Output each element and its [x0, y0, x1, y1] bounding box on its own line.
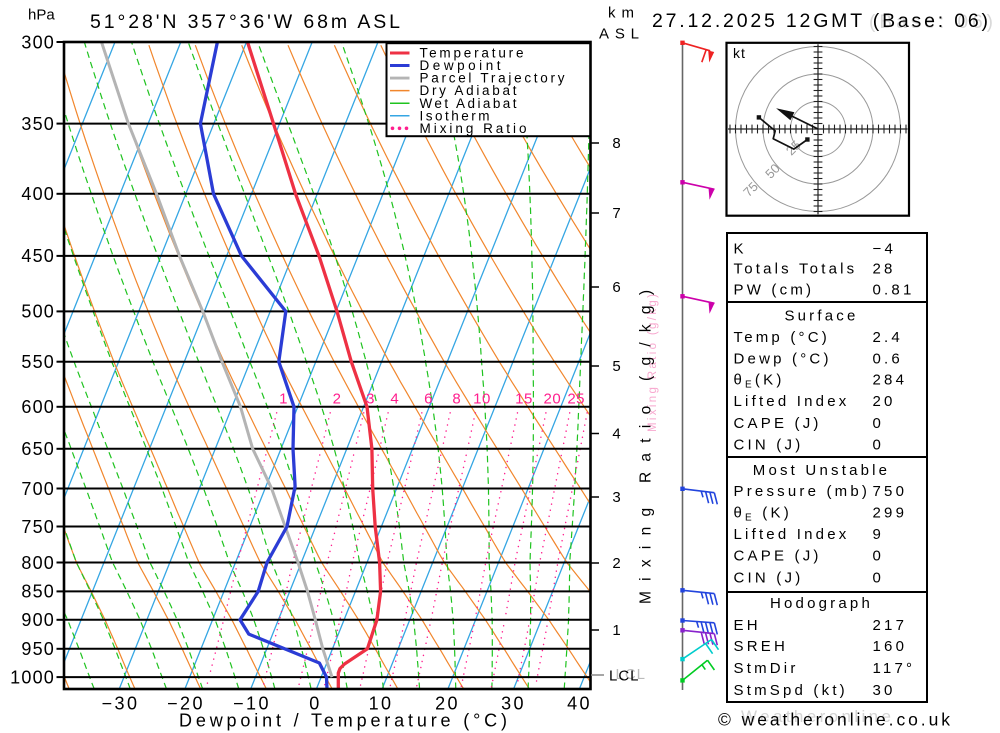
svg-text:450: 450: [21, 246, 55, 266]
svg-text:900: 900: [21, 610, 55, 630]
svg-text:Totals Totals: Totals Totals: [734, 261, 858, 278]
svg-text:StmDir: StmDir: [734, 660, 799, 677]
svg-text:5: 5: [612, 358, 620, 375]
svg-text:25: 25: [567, 390, 585, 407]
svg-text:350: 350: [21, 114, 55, 134]
svg-text:0.81: 0.81: [873, 282, 915, 299]
svg-text:CIN (J): CIN (J): [734, 437, 804, 454]
svg-text:Weatheronline: Weatheronline: [741, 707, 891, 726]
svg-text:Mixing Ratio (g/kg): Mixing Ratio (g/kg): [647, 294, 659, 432]
svg-text:Pressure (mb): Pressure (mb): [734, 483, 871, 500]
svg-text:Surface: Surface: [784, 308, 858, 325]
svg-text:40: 40: [567, 694, 592, 714]
svg-text:3: 3: [612, 489, 620, 506]
svg-text:10: 10: [473, 390, 491, 407]
svg-text:299: 299: [873, 504, 908, 521]
svg-text:−30: −30: [102, 694, 140, 714]
svg-text:51°28'N 357°36'W 68m ASL: 51°28'N 357°36'W 68m ASL: [90, 11, 400, 33]
svg-text:500: 500: [21, 302, 55, 322]
svg-text:650: 650: [21, 439, 55, 459]
svg-text:4: 4: [390, 390, 399, 407]
svg-text:Lifted Index: Lifted Index: [734, 393, 850, 410]
svg-text:Wet Adiabat: Wet Adiabat: [420, 96, 517, 111]
svg-text:284: 284: [873, 372, 908, 389]
svg-text:StmSpd (kt): StmSpd (kt): [734, 682, 848, 699]
svg-text:20: 20: [435, 694, 460, 714]
svg-text:27.12.2025 12GMT (Base: 06): 27.12.2025 12GMT (Base: 06): [652, 10, 988, 32]
svg-text:0: 0: [873, 548, 885, 565]
svg-text:750: 750: [21, 517, 55, 537]
svg-text:Isotherm: Isotherm: [420, 108, 490, 123]
svg-text:750: 750: [873, 483, 908, 500]
svg-text:8: 8: [612, 135, 620, 152]
svg-text:3: 3: [366, 390, 375, 407]
svg-text:800: 800: [21, 553, 55, 573]
svg-text:Temp (°C): Temp (°C): [734, 329, 830, 346]
svg-text:0.6: 0.6: [873, 351, 903, 368]
svg-text:15: 15: [515, 390, 533, 407]
svg-text:SREH: SREH: [734, 638, 788, 655]
svg-text:10: 10: [369, 694, 394, 714]
svg-text:600: 600: [21, 397, 55, 417]
svg-text:400: 400: [21, 184, 55, 204]
svg-text:20: 20: [544, 390, 562, 407]
svg-text:30: 30: [873, 682, 896, 699]
svg-text:Dewpoint / Temperature (°C): Dewpoint / Temperature (°C): [179, 711, 507, 731]
svg-text:30: 30: [501, 694, 526, 714]
svg-text:950: 950: [21, 639, 55, 659]
svg-text:2: 2: [333, 390, 342, 407]
svg-text:Dewpoint: Dewpoint: [420, 58, 501, 73]
svg-text:Hodograph: Hodograph: [770, 595, 873, 612]
svg-text:LCL: LCL: [609, 668, 640, 685]
svg-text:kt: kt: [733, 45, 746, 61]
svg-text:300: 300: [21, 32, 55, 52]
svg-text:7: 7: [612, 205, 620, 222]
svg-text:0: 0: [873, 437, 885, 454]
svg-text:−10: −10: [233, 694, 271, 714]
svg-text:1: 1: [612, 622, 620, 639]
svg-text:2: 2: [612, 555, 620, 572]
svg-text:20: 20: [873, 393, 896, 410]
svg-text:0: 0: [309, 694, 321, 714]
svg-text:km: km: [608, 5, 634, 22]
svg-text:Lifted Index: Lifted Index: [734, 526, 850, 543]
svg-text:CAPE (J): CAPE (J): [734, 415, 822, 432]
svg-text:8: 8: [452, 390, 461, 407]
svg-text:EH: EH: [734, 617, 761, 634]
svg-text:LCL: LCL: [616, 666, 647, 683]
svg-text:Most Unstable: Most Unstable: [753, 462, 890, 479]
svg-text:CIN (J): CIN (J): [734, 570, 804, 587]
svg-text:(Base: 06): (Base: 06): [869, 12, 993, 33]
svg-text:−4: −4: [873, 241, 897, 258]
svg-text:6: 6: [612, 279, 620, 296]
svg-text:700: 700: [21, 479, 55, 499]
svg-text:550: 550: [21, 352, 55, 372]
svg-text:hPa: hPa: [28, 7, 55, 24]
svg-text:θE (K): θE (K): [734, 504, 792, 523]
svg-text:Dewp (°C): Dewp (°C): [734, 351, 832, 368]
svg-text:1000: 1000: [10, 667, 55, 687]
svg-text:1: 1: [279, 390, 288, 407]
svg-text:160: 160: [873, 638, 908, 655]
svg-text:K: K: [734, 241, 747, 258]
svg-text:9: 9: [873, 526, 885, 543]
svg-text:850: 850: [21, 582, 55, 602]
svg-text:117°: 117°: [873, 660, 916, 677]
svg-text:−20: −20: [167, 694, 205, 714]
svg-text:2.4: 2.4: [873, 329, 903, 346]
svg-text:CAPE (J): CAPE (J): [734, 548, 822, 565]
svg-text:Mixing Ratio: Mixing Ratio: [420, 121, 527, 136]
svg-text:Dry Adiabat: Dry Adiabat: [420, 83, 517, 98]
svg-text:0: 0: [873, 415, 885, 432]
svg-text:ASL: ASL: [599, 26, 639, 43]
svg-text:0: 0: [873, 570, 885, 587]
svg-text:217: 217: [873, 617, 908, 634]
svg-text:4: 4: [612, 426, 620, 443]
svg-text:PW (cm): PW (cm): [734, 282, 815, 299]
svg-text:6: 6: [424, 390, 433, 407]
svg-text:θE(K): θE(K): [734, 372, 785, 391]
svg-text:28: 28: [873, 261, 896, 278]
